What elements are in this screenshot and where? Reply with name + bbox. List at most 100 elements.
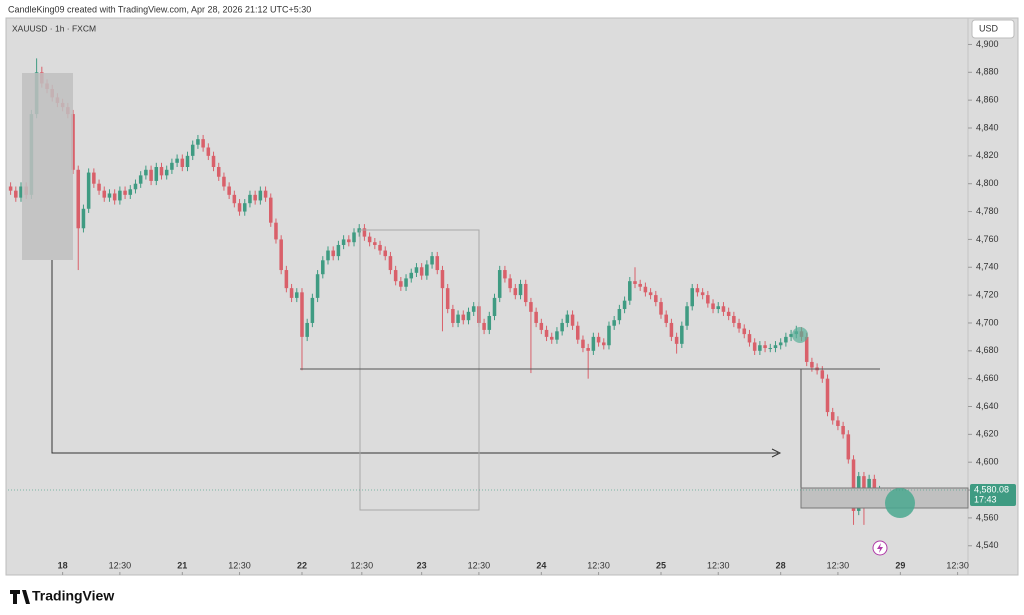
- candle-body: [851, 459, 856, 511]
- y-tick-label: 4,780: [976, 206, 999, 216]
- y-tick-label: 4,640: [976, 401, 999, 411]
- candle-body: [138, 175, 143, 184]
- candle-body: [414, 267, 419, 273]
- candle-body: [284, 270, 289, 289]
- candle-body: [180, 158, 185, 167]
- brand: TradingView: [32, 588, 114, 604]
- candle-body: [695, 288, 700, 293]
- y-tick-label: 4,620: [976, 429, 999, 439]
- candle-body: [768, 348, 773, 350]
- x-tick-label: 12:30: [228, 560, 251, 570]
- candle-body: [409, 272, 414, 279]
- candle-body: [102, 190, 107, 198]
- candle-body: [216, 166, 221, 177]
- candle-body: [456, 314, 460, 323]
- candle-body: [248, 194, 252, 204]
- candle-body: [14, 190, 18, 198]
- x-tick-label: 12:30: [827, 560, 850, 570]
- candle-body: [523, 283, 528, 303]
- candle-body: [628, 281, 632, 301]
- candle-body: [118, 190, 122, 201]
- arrow-head: [771, 448, 782, 458]
- candle-body: [451, 309, 455, 323]
- candle-body: [758, 345, 762, 351]
- candle-body: [737, 322, 741, 329]
- candle-body: [242, 203, 247, 212]
- y-tick-label: 4,840: [976, 122, 999, 132]
- candle-body: [133, 183, 138, 190]
- candle-body: [721, 306, 726, 312]
- candle-body: [711, 303, 715, 310]
- candle-body: [549, 336, 554, 340]
- candle-body: [596, 336, 601, 343]
- candle-body: [747, 334, 752, 343]
- candle-body: [602, 342, 606, 346]
- candle-body: [170, 162, 174, 170]
- event-icon-bolt: [877, 543, 883, 553]
- candle-body: [836, 420, 840, 427]
- candle-body: [680, 325, 684, 344]
- candle-body: [268, 197, 273, 223]
- target-box: [800, 487, 969, 509]
- candle-body: [378, 244, 382, 251]
- candle-body: [685, 306, 689, 326]
- candle-body: [404, 278, 408, 287]
- candle-body: [263, 190, 268, 198]
- marker-circle: [885, 488, 915, 518]
- candle-body: [862, 476, 866, 496]
- y-tick-label: 4,900: [976, 39, 999, 49]
- candle-body: [185, 155, 190, 167]
- candle-body: [544, 329, 549, 337]
- candle-body: [123, 190, 127, 195]
- candle-body: [164, 169, 169, 176]
- candle-body: [820, 370, 825, 379]
- candle-body: [560, 322, 564, 332]
- candle-body: [742, 328, 747, 335]
- candle-body: [149, 169, 153, 181]
- y-tick-label: 4,800: [976, 178, 999, 188]
- countdown: 17:43: [974, 494, 997, 504]
- x-tick-label: 18: [58, 560, 68, 570]
- candle-body: [591, 336, 596, 351]
- candle-body: [211, 155, 216, 167]
- candle-body: [586, 348, 590, 351]
- header: CandleKing09 created with TradingView.co…: [8, 4, 311, 14]
- candle-body: [659, 302, 663, 315]
- candle-body: [295, 292, 299, 298]
- candle-body: [752, 342, 757, 351]
- x-tick-label: 12:30: [587, 560, 610, 570]
- x-tick-label: 12:30: [109, 560, 132, 570]
- candle-body: [154, 166, 159, 181]
- candle-body: [190, 144, 195, 156]
- candle-body: [534, 311, 538, 323]
- candle-body: [581, 339, 585, 349]
- candle-body: [331, 250, 335, 257]
- candle-body: [690, 288, 694, 307]
- candle-body: [399, 281, 403, 287]
- zone-box: [22, 73, 73, 260]
- candle-body: [482, 322, 486, 330]
- candle-body: [237, 203, 242, 212]
- candle-body: [508, 278, 512, 289]
- candle-body: [419, 267, 424, 276]
- candle-body: [393, 270, 398, 282]
- y-tick-label: 4,740: [976, 262, 999, 272]
- candle-body: [841, 426, 845, 435]
- candle-body: [633, 281, 637, 284]
- candle-body: [674, 336, 679, 344]
- candle-body: [196, 139, 200, 145]
- candle-body: [222, 176, 226, 187]
- candle-body: [326, 250, 330, 261]
- candle-body: [612, 320, 616, 326]
- candle-body: [315, 274, 320, 298]
- candle-body: [341, 239, 346, 245]
- y-tick-label: 4,860: [976, 95, 999, 105]
- candle-body: [664, 314, 668, 323]
- candle-body: [466, 311, 471, 321]
- marker-circle: [792, 327, 808, 343]
- candle-body: [700, 292, 705, 296]
- currency-box[interactable]: [971, 19, 1015, 39]
- symbol: XAUUSD · 1h · FXCM: [12, 23, 96, 33]
- candle-body: [643, 286, 648, 293]
- candle-body: [648, 292, 653, 296]
